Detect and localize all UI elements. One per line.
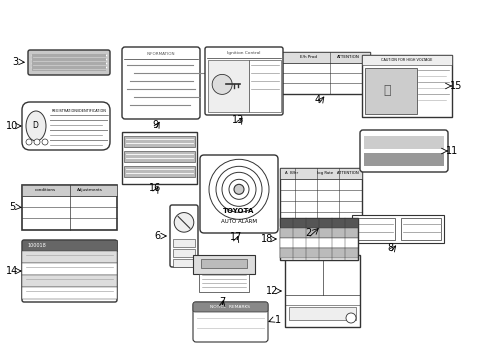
Text: 11: 11 [445, 146, 457, 156]
FancyBboxPatch shape [170, 205, 198, 267]
Bar [22, 251, 117, 263]
Text: conditions: conditions [35, 189, 56, 193]
Text: 1: 1 [274, 315, 281, 325]
Text: 16: 16 [148, 183, 161, 193]
Bar [280, 168, 361, 226]
Bar [32, 54, 106, 71]
Bar [400, 218, 440, 240]
Bar [22, 240, 117, 251]
Bar [22, 275, 117, 287]
Bar [22, 287, 117, 299]
Bar [280, 218, 357, 260]
Text: 6: 6 [154, 231, 160, 241]
Bar [201, 259, 246, 268]
Text: AUTO ALARM: AUTO ALARM [221, 219, 257, 224]
Bar [207, 60, 248, 112]
Bar [173, 249, 195, 257]
Bar [282, 52, 369, 94]
Text: 15: 15 [449, 81, 461, 91]
Text: 17: 17 [229, 232, 242, 242]
Text: NOTICE  REMARKS: NOTICE REMARKS [210, 305, 250, 309]
Bar [124, 151, 195, 162]
Circle shape [26, 139, 32, 145]
Bar [351, 215, 443, 243]
Text: A  B/hr: A B/hr [285, 171, 298, 175]
Text: CAUTION FOR HIGH VOLTAGE: CAUTION FOR HIGH VOLTAGE [381, 58, 432, 62]
Text: 8: 8 [386, 243, 392, 253]
FancyBboxPatch shape [122, 47, 200, 119]
Bar [280, 248, 357, 258]
Bar [354, 218, 395, 240]
Text: E/h Prod: E/h Prod [299, 55, 316, 59]
FancyBboxPatch shape [193, 302, 267, 342]
Bar [288, 307, 355, 320]
Bar [280, 218, 357, 228]
Text: Ignition Control: Ignition Control [227, 51, 260, 55]
Circle shape [42, 139, 48, 145]
Text: INFORMATION: INFORMATION [146, 52, 175, 56]
Ellipse shape [26, 111, 46, 141]
FancyBboxPatch shape [359, 130, 447, 172]
Bar [199, 274, 248, 292]
Text: 100018: 100018 [27, 243, 46, 248]
Text: 12: 12 [265, 286, 278, 296]
Bar [22, 185, 117, 230]
Text: 9: 9 [152, 120, 158, 130]
Bar [124, 136, 195, 147]
Text: 5: 5 [9, 202, 15, 212]
Circle shape [174, 212, 193, 232]
Circle shape [212, 75, 232, 94]
FancyBboxPatch shape [28, 50, 110, 75]
Text: Adjustments: Adjustments [77, 189, 103, 193]
Text: 2: 2 [304, 228, 310, 238]
Bar [363, 153, 443, 166]
Bar [280, 168, 361, 179]
Bar [364, 68, 416, 114]
Bar [249, 60, 280, 112]
Text: 4: 4 [314, 95, 321, 105]
FancyBboxPatch shape [22, 240, 117, 302]
Bar [22, 185, 117, 196]
Text: 14: 14 [6, 266, 18, 276]
Text: 10: 10 [6, 121, 18, 131]
Circle shape [346, 313, 355, 323]
Text: REGISTRATION/IDENTIFICATION: REGISTRATION/IDENTIFICATION [52, 109, 107, 113]
Text: D: D [32, 121, 38, 130]
Circle shape [34, 139, 40, 145]
Bar [285, 255, 359, 327]
Text: 🔧: 🔧 [383, 85, 390, 98]
Text: ATTENTION: ATTENTION [336, 55, 359, 59]
Bar [280, 228, 357, 238]
Text: log Rate   ATTENTION: log Rate ATTENTION [317, 171, 358, 175]
Text: 13: 13 [231, 115, 244, 125]
FancyBboxPatch shape [200, 155, 278, 233]
Text: 7: 7 [219, 297, 224, 307]
Text: 18: 18 [260, 234, 273, 244]
Bar [282, 52, 369, 63]
Bar [173, 259, 195, 267]
Bar [193, 255, 254, 274]
Bar [122, 132, 197, 184]
Bar [124, 166, 195, 177]
Text: TOYOTA: TOYOTA [223, 208, 254, 214]
Bar [361, 55, 451, 65]
Bar [280, 238, 357, 248]
Bar [363, 136, 443, 149]
Bar [361, 55, 451, 117]
Text: 3: 3 [12, 57, 18, 67]
Bar [22, 263, 117, 275]
Circle shape [234, 184, 244, 194]
FancyBboxPatch shape [204, 47, 283, 115]
FancyBboxPatch shape [193, 302, 267, 312]
FancyBboxPatch shape [22, 102, 110, 150]
Bar [173, 239, 195, 247]
